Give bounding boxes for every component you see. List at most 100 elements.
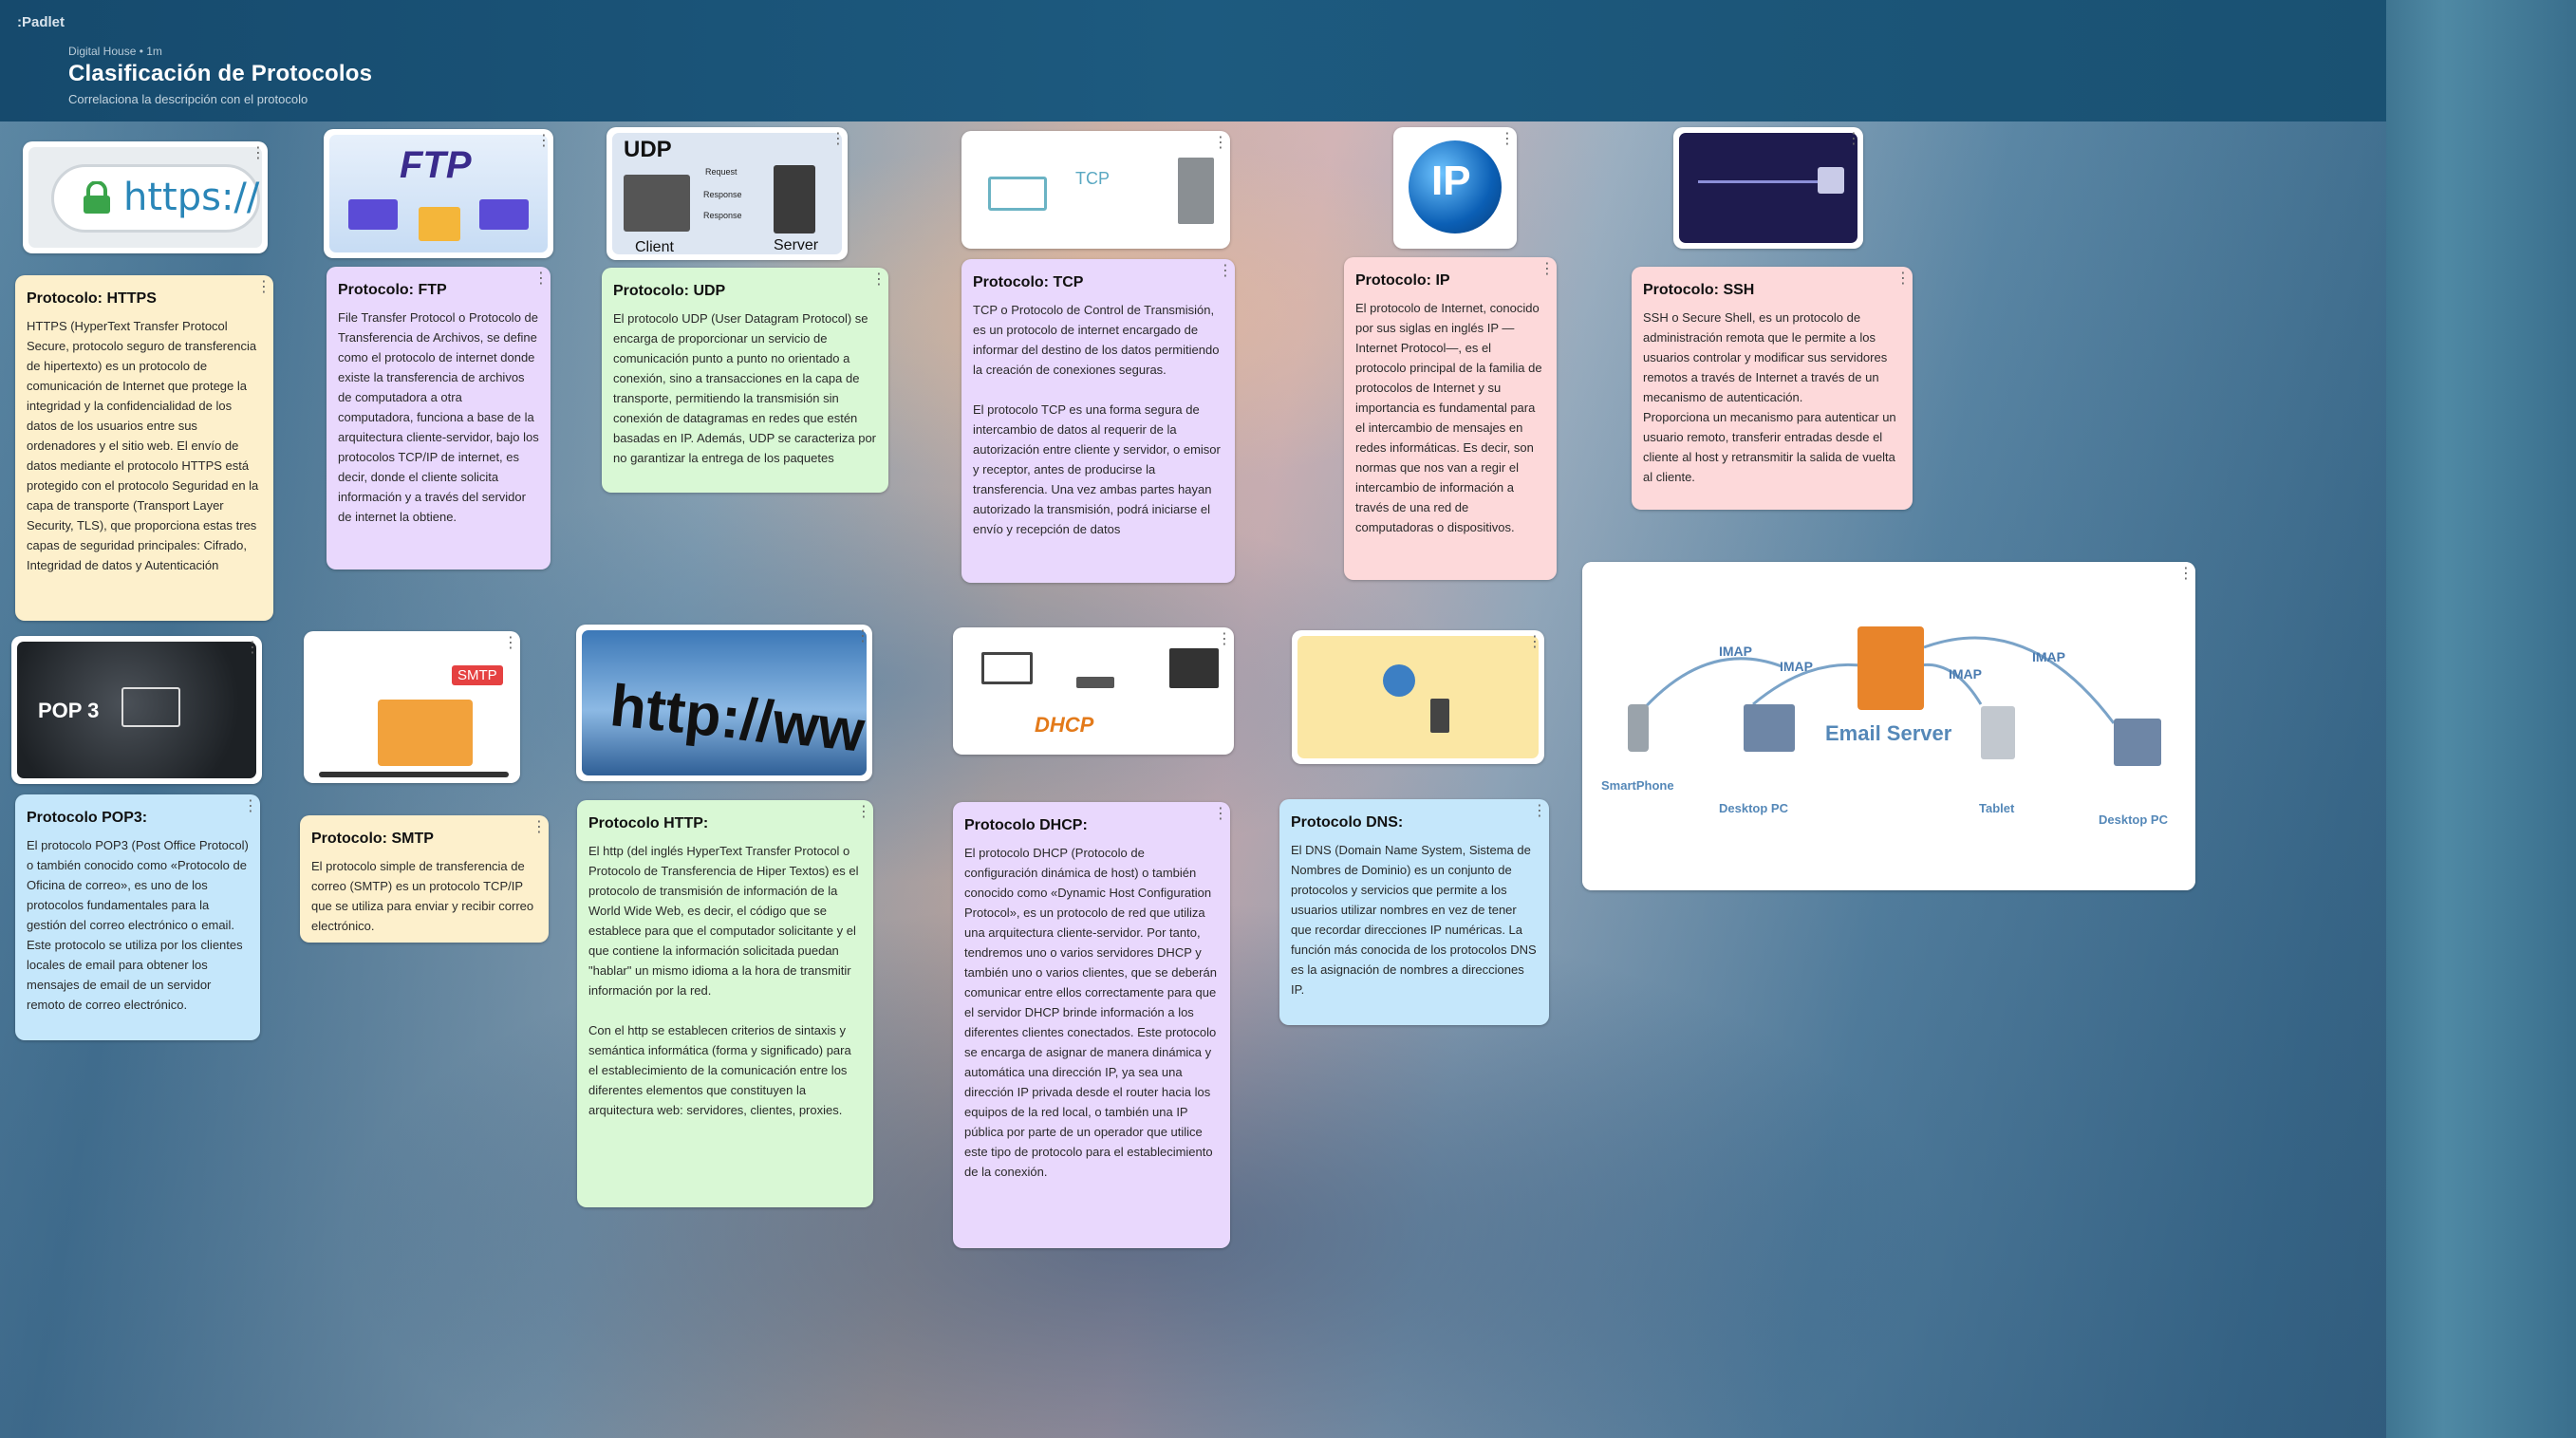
- email-server-label: Email Server: [1825, 721, 1952, 745]
- post-ssh[interactable]: Protocolo: SSH SSH o Secure Shell, es un…: [1632, 267, 1913, 510]
- post-body: El protocolo simple de transferencia de …: [311, 859, 534, 933]
- post-dhcp[interactable]: Protocolo DHCP: El protocolo DHCP (Proto…: [953, 802, 1230, 1248]
- more-options-icon[interactable]: ⋮: [243, 798, 258, 814]
- https-image-post[interactable]: https:// ⋮: [23, 141, 268, 253]
- board-right-band: [2386, 0, 2576, 1438]
- server-icon: [1430, 699, 1449, 733]
- http-label: http://ww: [607, 672, 867, 765]
- smtp-label: SMTP: [452, 665, 503, 685]
- udp-diagram-title: UDP: [624, 137, 672, 162]
- imap-label: IMAP: [1780, 659, 1813, 674]
- post-title: Protocolo: UDP: [613, 283, 726, 299]
- more-options-icon[interactable]: ⋮: [1217, 631, 1232, 647]
- more-options-icon[interactable]: ⋮: [251, 145, 266, 161]
- more-options-icon[interactable]: ⋮: [856, 804, 871, 820]
- more-options-icon[interactable]: ⋮: [1213, 806, 1228, 822]
- udp-server-label: Server: [774, 237, 819, 253]
- page-subtitle: Correlaciona la descripción con el proto…: [68, 92, 308, 106]
- server-icon: [1169, 648, 1219, 688]
- post-https[interactable]: Protocolo: HTTPS HTTPS (HyperText Transf…: [15, 275, 273, 621]
- post-tcp[interactable]: Protocolo: TCP TCP o Protocolo de Contro…: [961, 259, 1235, 583]
- post-title: Protocolo: HTTPS: [27, 290, 157, 307]
- post-http[interactable]: Protocolo HTTP: El http (del inglés Hype…: [577, 800, 873, 1207]
- post-body: El protocolo de Internet, conocido por s…: [1355, 301, 1542, 534]
- more-options-icon[interactable]: ⋮: [1895, 271, 1911, 287]
- laptop-icon: [981, 652, 1033, 684]
- post-smtp[interactable]: Protocolo: SMTP El protocolo simple de t…: [300, 815, 549, 943]
- more-options-icon[interactable]: ⋮: [536, 133, 551, 149]
- laptop-icon: [479, 199, 529, 230]
- ip-image-post[interactable]: IP ⋮: [1393, 127, 1517, 249]
- pop3-image-post[interactable]: POP 3 ⋮: [11, 636, 262, 784]
- imap-label: IMAP: [2032, 649, 2065, 664]
- post-body: TCP o Protocolo de Control de Transmisió…: [973, 303, 1221, 536]
- laptop-icon: [624, 175, 690, 232]
- envelope-icon: [378, 700, 473, 766]
- lock-icon: [80, 180, 114, 214]
- email-server-image-post[interactable]: IMAP IMAP IMAP IMAP Email Server SmartPh…: [1582, 562, 2195, 890]
- post-title: Protocolo POP3:: [27, 810, 148, 826]
- more-options-icon[interactable]: ⋮: [245, 640, 260, 656]
- board-header: :Padlet Digital House • 1m Clasificación…: [0, 0, 2386, 121]
- ftp-image-post[interactable]: FTP ⋮: [324, 129, 553, 258]
- padlet-logo[interactable]: :Padlet: [17, 14, 65, 30]
- more-options-icon[interactable]: ⋮: [256, 279, 271, 295]
- udp-response-label: Response: [703, 190, 742, 199]
- smtp-image-post[interactable]: SMTP ⋮: [304, 631, 520, 783]
- post-title: Protocolo: SSH: [1643, 282, 1755, 298]
- post-body: HTTPS (HyperText Transfer Protocol Secur…: [27, 319, 259, 572]
- more-options-icon[interactable]: ⋮: [1527, 634, 1542, 650]
- post-body: El protocolo UDP (User Datagram Protocol…: [613, 311, 877, 465]
- more-options-icon[interactable]: ⋮: [1846, 131, 1861, 147]
- post-body: El DNS (Domain Name System, Sistema de N…: [1291, 843, 1537, 997]
- post-ip[interactable]: Protocolo: IP El protocolo de Internet, …: [1344, 257, 1557, 580]
- tcp-label: TCP: [1075, 169, 1110, 188]
- laptop-icon: [988, 177, 1047, 211]
- desktop-pc-label: Desktop PC: [2099, 812, 2168, 827]
- post-title: Protocolo DNS:: [1291, 814, 1404, 831]
- pop3-label: POP 3: [38, 699, 100, 722]
- udp-response-label: Response: [703, 211, 742, 220]
- globe-icon: [1383, 664, 1415, 697]
- dns-image-post[interactable]: ⋮: [1292, 630, 1544, 764]
- page-title: Clasificación de Protocolos: [68, 61, 373, 86]
- more-options-icon[interactable]: ⋮: [871, 271, 887, 288]
- server-icon: [1818, 167, 1844, 194]
- email-network-diagram: [1628, 626, 2161, 766]
- folder-icon: [419, 207, 460, 241]
- more-options-icon[interactable]: ⋮: [855, 628, 870, 644]
- ssh-image-post[interactable]: ⋮: [1673, 127, 1863, 249]
- post-dns[interactable]: Protocolo DNS: El DNS (Domain Name Syste…: [1279, 799, 1549, 1025]
- more-options-icon[interactable]: ⋮: [1500, 131, 1515, 147]
- more-options-icon[interactable]: ⋮: [532, 819, 547, 835]
- tcp-image-post[interactable]: TCP ⋮: [961, 131, 1230, 249]
- udp-image-post[interactable]: UDP Request Response Response Client Ser…: [607, 127, 848, 260]
- ftp-label: FTP: [400, 144, 472, 186]
- more-options-icon[interactable]: ⋮: [1532, 803, 1547, 819]
- more-options-icon[interactable]: ⋮: [831, 131, 846, 147]
- connection-line: [1698, 180, 1840, 183]
- router-icon: [1076, 677, 1114, 688]
- post-udp[interactable]: Protocolo: UDP El protocolo UDP (User Da…: [602, 268, 888, 493]
- more-options-icon[interactable]: ⋮: [503, 635, 518, 651]
- post-ftp[interactable]: Protocolo: FTP File Transfer Protocol o …: [327, 267, 551, 570]
- smartphone-label: SmartPhone: [1601, 778, 1674, 793]
- udp-client-label: Client: [635, 239, 674, 254]
- more-options-icon[interactable]: ⋮: [2178, 566, 2193, 582]
- more-options-icon[interactable]: ⋮: [1540, 261, 1555, 277]
- dhcp-image-post[interactable]: DHCP ⋮: [953, 627, 1234, 755]
- post-title: Protocolo HTTP:: [588, 815, 709, 831]
- globe-icon: [1409, 140, 1502, 233]
- post-title: Protocolo: IP: [1355, 272, 1450, 289]
- http-image-post[interactable]: http://ww ⋮: [576, 625, 872, 781]
- desk-shape: [319, 772, 509, 777]
- post-pop3[interactable]: Protocolo POP3: El protocolo POP3 (Post …: [15, 794, 260, 1040]
- https-label: https://: [123, 176, 260, 219]
- more-options-icon[interactable]: ⋮: [1213, 135, 1228, 151]
- laptop-icon: [348, 199, 398, 230]
- more-options-icon[interactable]: ⋮: [1218, 263, 1233, 279]
- more-options-icon[interactable]: ⋮: [533, 271, 549, 287]
- imap-label: IMAP: [1719, 644, 1752, 659]
- envelope-icon: [121, 687, 180, 727]
- post-body: El http (del inglés HyperText Transfer P…: [588, 844, 859, 1117]
